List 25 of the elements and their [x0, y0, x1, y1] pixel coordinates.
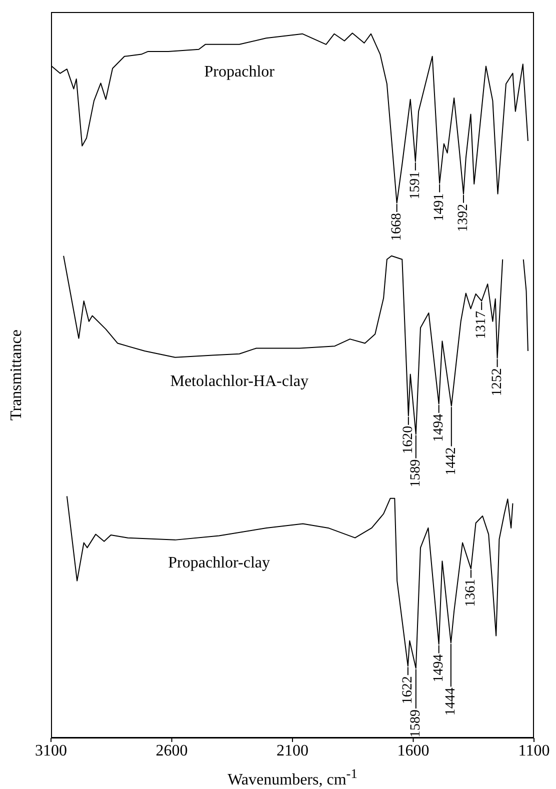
x-tick-label: 1100	[518, 742, 550, 760]
annotation: 1622	[400, 676, 416, 704]
annotation: 1392	[456, 204, 471, 232]
x-tick-label: 2100	[276, 742, 308, 760]
x-axis-title: Wavenumbers, cm$^{-1}$	[226, 766, 358, 789]
annotation: 1442	[444, 447, 459, 476]
annotation: 1620	[400, 426, 416, 454]
x-tick-label: 1600	[397, 742, 430, 760]
x-tick-label: 2600	[156, 742, 188, 760]
y-axis-title: Transmittance	[8, 328, 26, 422]
annotation: 1444	[443, 688, 458, 716]
annotation: 1491	[432, 193, 448, 222]
annotation: 1252	[490, 368, 505, 396]
series-label: Propachlor	[204, 63, 276, 80]
annotation: 1317	[474, 310, 490, 339]
annotation: 1589	[408, 710, 424, 738]
x-tick-label: 3100	[35, 742, 67, 760]
series-label: Propachlor-clay	[168, 554, 270, 572]
annotation: 1668	[389, 213, 404, 242]
annotation: 1494	[431, 414, 446, 442]
annotation: 1589	[408, 459, 424, 488]
annotation: 1591	[408, 171, 423, 200]
annotation: 1494	[431, 654, 446, 682]
annotation: 1361	[463, 578, 478, 607]
series-label: Metolachlor-HA-clay	[170, 372, 309, 390]
